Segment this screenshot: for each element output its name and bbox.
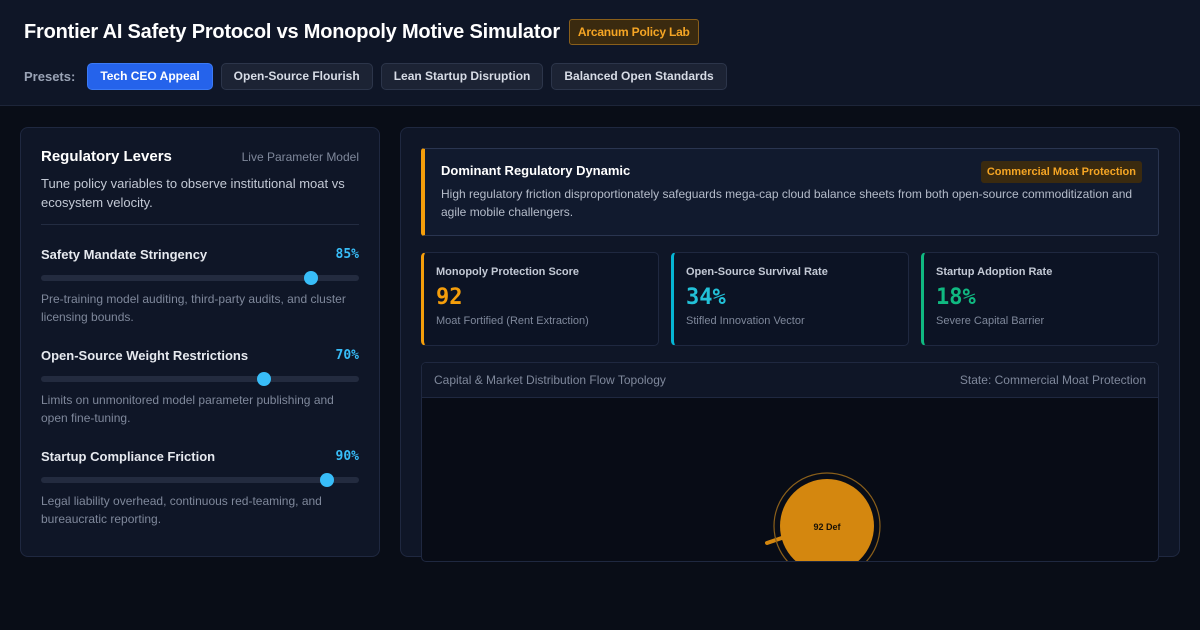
safety-mandate-slider-thumb[interactable] — [304, 271, 319, 285]
monopoly-node-label: 92 Def — [813, 522, 841, 532]
page-title: Frontier AI Safety Protocol vs Monopoly … — [24, 20, 560, 43]
levers-panel-header: Regulatory Levers Live Parameter Model — [41, 148, 359, 165]
metric-value: 92 — [436, 285, 463, 310]
lever-open-source-weights-label: Open-Source Weight Restrictions — [41, 348, 249, 363]
monopoly-node[interactable] — [780, 479, 874, 562]
dominant-dynamic-title: Dominant Regulatory Dynamic — [441, 163, 631, 178]
preset-balanced-open-standards-button[interactable]: Balanced Open Standards — [551, 62, 727, 90]
metric-card-startup-adoption: Startup Adoption Rate 18% Severe Capital… — [921, 252, 1159, 346]
topology-canvas: 92 Def — [422, 398, 1158, 562]
topology-title: Capital & Market Distribution Flow Topol… — [434, 373, 666, 387]
preset-lean-startup-disruption-button[interactable]: Lean Startup Disruption — [380, 62, 544, 90]
metric-label: Open-Source Survival Rate — [686, 266, 828, 278]
topology-graph: 92 Def — [765, 472, 881, 562]
lever-startup-compliance: Startup Compliance Friction 90% Legal li… — [41, 449, 359, 528]
metric-label: Startup Adoption Rate — [936, 266, 1053, 278]
metric-caption: Moat Fortified (Rent Extraction) — [436, 315, 589, 327]
metric-value: 34% — [686, 285, 726, 310]
lever-safety-mandate-header: Safety Mandate Stringency 85% — [41, 247, 359, 262]
metric-value: 18% — [936, 285, 976, 310]
lever-safety-mandate-description: Pre-training model auditing, third-party… — [41, 292, 346, 324]
levers-panel-title: Regulatory Levers — [41, 148, 172, 165]
preset-tech-ceo-appeal-button[interactable]: Tech CEO Appeal — [87, 62, 213, 90]
analysis-panel: Dominant Regulatory Dynamic Commercial M… — [400, 127, 1180, 562]
startup-compliance-slider[interactable] — [41, 473, 359, 487]
topology-state: State: Commercial Moat Protection — [959, 373, 1146, 387]
lever-safety-mandate-label: Safety Mandate Stringency — [41, 247, 208, 262]
presets-label: Presets: — [24, 68, 76, 84]
lever-open-source-weights-description: Limits on unmonitored model parameter pu… — [41, 393, 334, 425]
regulatory-levers-panel: Regulatory Levers Live Parameter Model T… — [20, 127, 380, 557]
metric-caption: Stifled Innovation Vector — [686, 315, 805, 327]
lever-safety-mandate: Safety Mandate Stringency 85% Pre-traini… — [41, 247, 359, 326]
main-content: Regulatory Levers Live Parameter Model T… — [20, 127, 1180, 562]
metric-label: Monopoly Protection Score — [436, 266, 580, 278]
metric-card-monopoly-protection: Monopoly Protection Score 92 Moat Fortif… — [421, 252, 659, 346]
lever-startup-compliance-header: Startup Compliance Friction 90% — [41, 449, 359, 464]
lever-safety-mandate-value: 85% — [335, 247, 359, 262]
open-source-weights-slider-thumb[interactable] — [256, 372, 271, 386]
lab-badge: Arcanum Policy Lab — [568, 19, 699, 45]
topology-header: Capital & Market Distribution Flow Topol… — [422, 363, 1158, 398]
title-row: Frontier AI Safety Protocol vs Monopoly … — [24, 0, 1176, 62]
lever-startup-compliance-description: Legal liability overhead, continuous red… — [41, 494, 322, 526]
metric-card-open-source-survival: Open-Source Survival Rate 34% Stifled In… — [671, 252, 909, 346]
open-source-weights-slider[interactable] — [41, 372, 359, 386]
node-ring — [773, 472, 881, 561]
lever-startup-compliance-value: 90% — [335, 449, 359, 464]
lever-open-source-weights: Open-Source Weight Restrictions 70% Limi… — [41, 348, 359, 427]
app-header: Frontier AI Safety Protocol vs Monopoly … — [0, 0, 1200, 106]
levers-panel-subtitle: Live Parameter Model — [241, 149, 359, 164]
safety-mandate-slider[interactable] — [41, 271, 359, 285]
presets-bar: Presets: Tech CEO Appeal Open-Source Flo… — [24, 62, 1176, 90]
dynamic-state-badge: Commercial Moat Protection — [980, 161, 1142, 183]
dominant-dynamic-card: Dominant Regulatory Dynamic Commercial M… — [421, 148, 1159, 236]
lever-open-source-weights-header: Open-Source Weight Restrictions 70% — [41, 348, 359, 363]
lever-startup-compliance-label: Startup Compliance Friction — [41, 449, 216, 464]
metrics-row: Monopoly Protection Score 92 Moat Fortif… — [421, 252, 1159, 346]
preset-open-source-flourish-button[interactable]: Open-Source Flourish — [220, 62, 373, 90]
levers-panel-description: Tune policy variables to observe institu… — [41, 174, 359, 225]
metric-caption: Severe Capital Barrier — [936, 315, 1045, 327]
lever-open-source-weights-value: 70% — [335, 348, 359, 363]
dominant-dynamic-description: High regulatory friction disproportionat… — [441, 187, 1133, 219]
flow-topology-panel: Capital & Market Distribution Flow Topol… — [421, 362, 1159, 562]
startup-compliance-slider-thumb[interactable] — [320, 473, 335, 487]
